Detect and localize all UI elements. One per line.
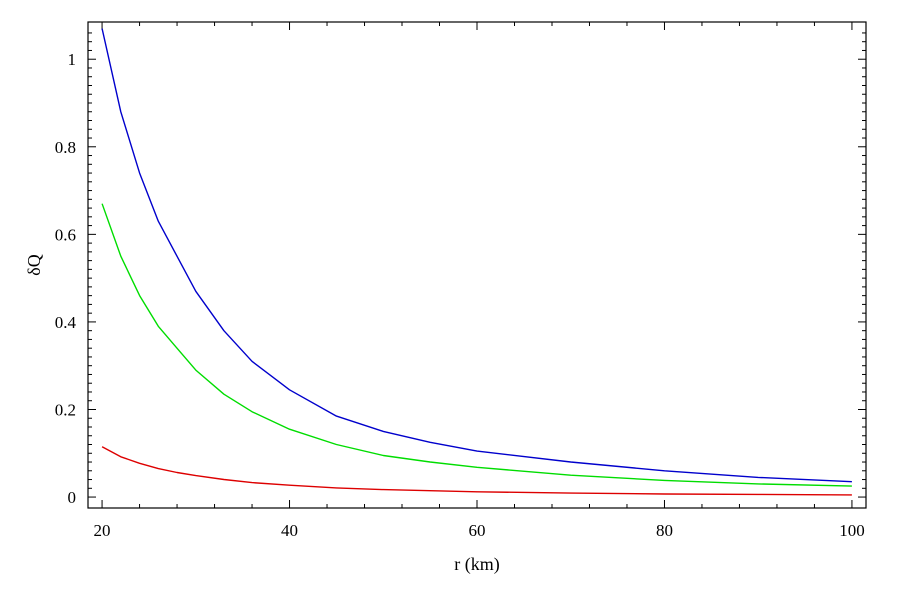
x-tick-label: 20 bbox=[94, 521, 111, 540]
y-tick-label: 0.2 bbox=[55, 400, 76, 419]
y-tick-label: 0 bbox=[68, 488, 77, 507]
series-line bbox=[101, 28, 852, 483]
y-tick-label: 0.6 bbox=[55, 225, 76, 244]
x-tick-label: 60 bbox=[469, 521, 486, 540]
x-tick-label: 100 bbox=[839, 521, 865, 540]
axis-ticks bbox=[88, 22, 866, 508]
y-tick-label: 0.4 bbox=[55, 313, 77, 332]
y-tick-label: 0.8 bbox=[55, 138, 76, 157]
x-tick-labels: 20 40 60 80 100 bbox=[94, 521, 865, 540]
plot-frame bbox=[87, 21, 867, 509]
series-line bbox=[101, 203, 852, 487]
data-series bbox=[101, 28, 852, 496]
y-tick-label: 1 bbox=[68, 50, 77, 69]
x-tick-label: 40 bbox=[281, 521, 298, 540]
y-tick-labels: 0 0.2 0.4 0.6 0.8 1 bbox=[55, 50, 77, 507]
x-tick-label: 80 bbox=[656, 521, 673, 540]
x-axis-label: r (km) bbox=[454, 554, 499, 575]
series-line bbox=[101, 446, 852, 496]
y-axis-label: δQ bbox=[24, 254, 44, 275]
